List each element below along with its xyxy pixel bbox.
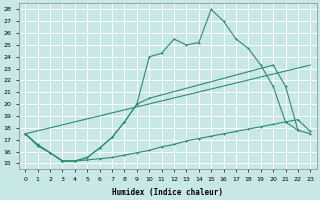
X-axis label: Humidex (Indice chaleur): Humidex (Indice chaleur) [112,188,223,197]
